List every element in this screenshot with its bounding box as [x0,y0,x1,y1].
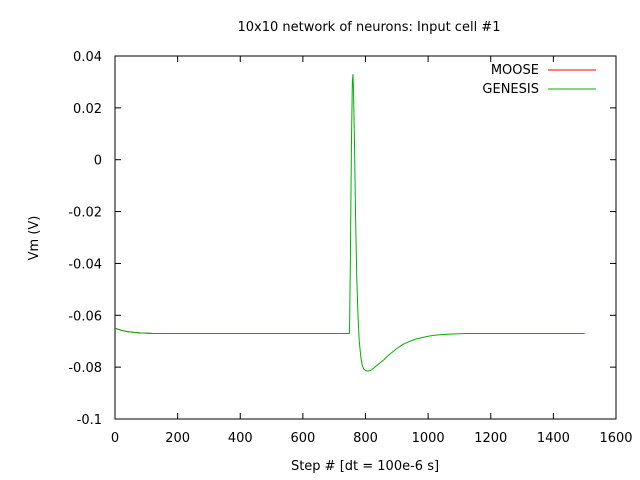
chart-title: 10x10 network of neurons: Input cell #1 [238,20,501,35]
y-tick-label: -0.08 [68,361,102,376]
y-tick-label: -0.02 [68,206,102,221]
x-tick-label: 200 [165,431,190,446]
x-axis-label: Step # [dt = 100e-6 s] [291,459,439,474]
series-line-moose [114,327,350,334]
y-axis-label: Vm (V) [27,216,42,261]
legend-label-genesis: GENESIS [482,82,539,97]
series-lines [114,74,585,372]
x-tick-label: 1000 [412,431,445,446]
x-tick-label: 800 [353,431,378,446]
legend-label-moose: MOOSE [491,63,539,78]
x-tick-label: 1200 [474,431,507,446]
x-tick-label: 1600 [599,431,632,446]
y-tick-label: 0.04 [73,50,102,65]
y-tick-label: 0 [94,154,102,169]
y-tick-label: -0.04 [68,257,102,272]
legend: MOOSE GENESIS [482,63,596,97]
plot-frame [114,55,617,420]
x-tick-label: 1400 [537,431,570,446]
x-axis-ticks: 0 200 400 600 800 1000 1200 1400 1600 [111,56,633,446]
y-axis-ticks: 0.04 0.02 0 -0.02 -0.04 -0.06 -0.08 -0.1 [68,50,616,428]
x-tick-label: 0 [111,431,119,446]
y-tick-label: -0.06 [68,309,102,324]
x-tick-label: 600 [290,431,315,446]
x-tick-label: 400 [228,431,253,446]
y-tick-label: 0.02 [73,102,102,117]
series-line-genesis [114,74,585,372]
y-tick-label: -0.1 [77,413,102,428]
